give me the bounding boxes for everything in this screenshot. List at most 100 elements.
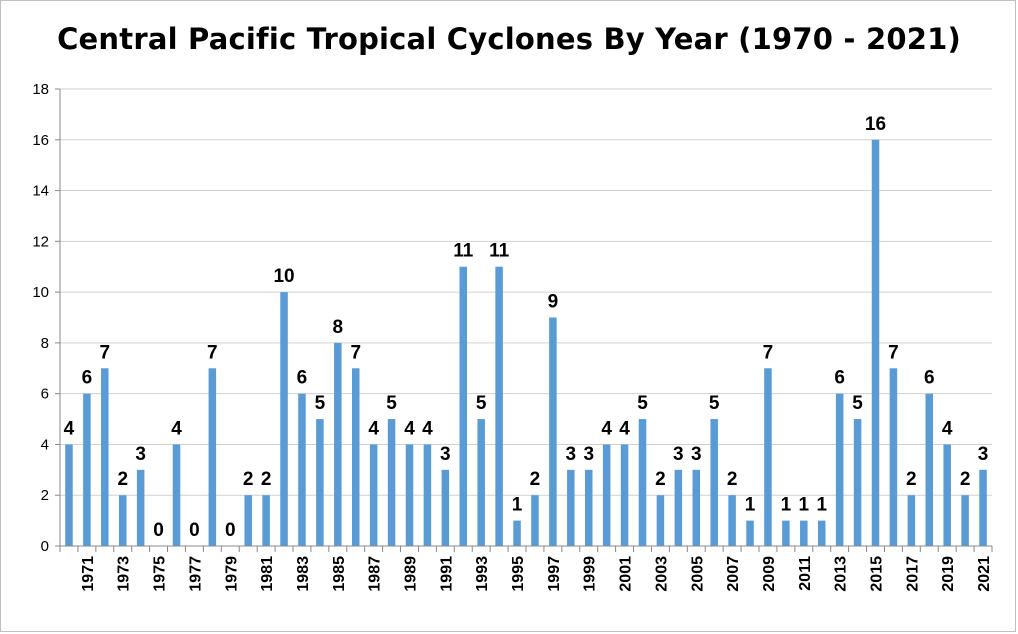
- x-tick-label-1987: 1987: [367, 556, 384, 592]
- x-tick-label-1975: 1975: [152, 556, 169, 592]
- data-label-1971: 6: [82, 368, 93, 389]
- y-tick-label: 16: [32, 132, 49, 149]
- data-label-2009: 7: [763, 342, 774, 363]
- bar-2011: [800, 520, 808, 546]
- bar-1983: [298, 393, 306, 546]
- data-label-2007: 2: [727, 469, 738, 490]
- data-label-1994: 11: [489, 241, 510, 262]
- data-label-1981: 2: [261, 469, 272, 490]
- data-label-2002: 5: [637, 393, 648, 414]
- bar-1985: [334, 342, 342, 546]
- data-label-2019: 4: [942, 418, 953, 439]
- data-label-1983: 6: [297, 368, 308, 389]
- bar-1997: [549, 317, 557, 546]
- x-tick-labels: 1971 1973 1975 1977 1979 1981 1983 1985 1987 1989…: [80, 556, 993, 592]
- bar-1974: [136, 469, 145, 546]
- bar-1999: [584, 469, 593, 546]
- bar-2007: [728, 495, 736, 546]
- data-label-2013: 6: [834, 368, 845, 389]
- y-tick-label: 6: [41, 386, 49, 403]
- data-label-2018: 6: [924, 368, 935, 389]
- bar-1998: [567, 469, 575, 546]
- data-label-1975: 0: [153, 520, 164, 541]
- data-label-1986: 7: [350, 342, 361, 363]
- bar-2002: [638, 419, 647, 546]
- data-label-1998: 3: [566, 444, 577, 465]
- y-tick-label: 0: [41, 538, 49, 555]
- bar-1996: [531, 495, 539, 546]
- x-tick-label-2017: 2017: [904, 556, 921, 592]
- bar-1991: [441, 469, 450, 546]
- data-label-1980: 2: [243, 469, 254, 490]
- bar-2014: [853, 419, 862, 546]
- bars: [65, 139, 987, 546]
- bar-1982: [280, 292, 288, 546]
- data-label-2004: 3: [673, 444, 684, 465]
- bar-1972: [101, 368, 109, 546]
- data-label-1987: 4: [368, 418, 379, 439]
- data-label-1990: 4: [422, 418, 433, 439]
- x-tick-label-1983: 1983: [295, 556, 312, 592]
- data-label-2021: 3: [978, 444, 989, 465]
- bar-2005: [692, 469, 701, 546]
- x-tick-label-2007: 2007: [725, 556, 742, 592]
- bar-1970: [65, 444, 73, 546]
- data-label-2003: 2: [655, 469, 666, 490]
- data-label-1999: 3: [583, 444, 594, 465]
- x-tick-label-2013: 2013: [833, 556, 850, 592]
- bar-1992: [459, 266, 468, 546]
- x-tick-label-1991: 1991: [438, 556, 455, 592]
- y-tick-label: 8: [41, 335, 49, 352]
- data-label-1973: 2: [117, 469, 128, 490]
- x-tick-label-1973: 1973: [116, 556, 133, 592]
- bar-1976: [172, 444, 181, 546]
- bar-1978: [208, 368, 217, 546]
- data-label-2001: 4: [619, 418, 630, 439]
- data-label-2000: 4: [601, 418, 612, 439]
- bar-2012: [817, 520, 826, 546]
- data-label-1997: 9: [548, 292, 559, 313]
- x-tick-label-2005: 2005: [689, 556, 706, 592]
- x-tick-label-1989: 1989: [403, 556, 420, 592]
- data-label-1984: 5: [315, 393, 326, 414]
- data-label-1977: 0: [189, 520, 200, 541]
- data-label-1996: 2: [530, 469, 541, 490]
- x-tick-label-2011: 2011: [797, 556, 814, 591]
- bar-2010: [782, 520, 790, 546]
- y-tick-label: 2: [41, 487, 49, 504]
- x-tick-label-1971: 1971: [80, 556, 97, 592]
- data-label-2005: 3: [691, 444, 702, 465]
- data-label-1988: 5: [386, 393, 397, 414]
- bar-1986: [351, 368, 360, 546]
- chart-title: Central Pacific Tropical Cyclones By Yea…: [57, 22, 961, 56]
- bar-2016: [889, 368, 898, 546]
- x-tick-label-1997: 1997: [546, 556, 563, 592]
- y-tick-labels: 0 2 4 6 8 10 12 14 16 18: [32, 81, 49, 555]
- bar-2018: [925, 393, 934, 546]
- x-tick-label-1999: 1999: [582, 556, 599, 592]
- x-tick-label-2003: 2003: [653, 556, 670, 592]
- data-label-2020: 2: [960, 469, 971, 490]
- data-label-2015: 16: [865, 114, 886, 135]
- data-label-1972: 7: [100, 342, 111, 363]
- bar-1971: [83, 393, 91, 546]
- bar-1980: [244, 495, 252, 546]
- bar-2008: [746, 520, 754, 546]
- data-label-2017: 2: [906, 469, 917, 490]
- bar-1981: [262, 495, 270, 546]
- data-label-1985: 8: [333, 317, 344, 338]
- bar-2013: [835, 393, 844, 546]
- x-tick-label-2021: 2021: [976, 556, 993, 592]
- x-tick-label-1985: 1985: [331, 556, 348, 592]
- x-tick-label-1981: 1981: [259, 556, 276, 592]
- x-tick-label-2019: 2019: [940, 556, 957, 592]
- data-label-2016: 7: [888, 342, 899, 363]
- bar-1993: [477, 419, 485, 546]
- data-label-2014: 5: [852, 393, 863, 414]
- x-tick-label-2001: 2001: [618, 556, 635, 592]
- data-label-1991: 3: [440, 444, 451, 465]
- bar-1984: [316, 419, 324, 546]
- x-tick-label-2009: 2009: [761, 556, 778, 592]
